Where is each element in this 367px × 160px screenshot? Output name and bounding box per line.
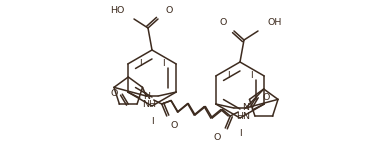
Text: HN: HN [236, 112, 250, 121]
Text: O: O [219, 18, 227, 27]
Text: O: O [214, 133, 221, 142]
Text: I: I [163, 59, 165, 68]
Text: I: I [139, 59, 142, 68]
Text: OH: OH [268, 18, 282, 27]
Text: O: O [111, 89, 118, 98]
Text: N: N [143, 92, 150, 100]
Text: NH: NH [142, 100, 156, 109]
Text: I: I [251, 71, 253, 80]
Text: O: O [171, 121, 178, 130]
Text: I: I [239, 129, 241, 138]
Text: N: N [242, 104, 249, 112]
Text: HO: HO [110, 6, 124, 15]
Text: O: O [262, 93, 270, 102]
Text: O: O [165, 6, 172, 15]
Text: I: I [150, 117, 153, 126]
Text: I: I [227, 71, 229, 80]
